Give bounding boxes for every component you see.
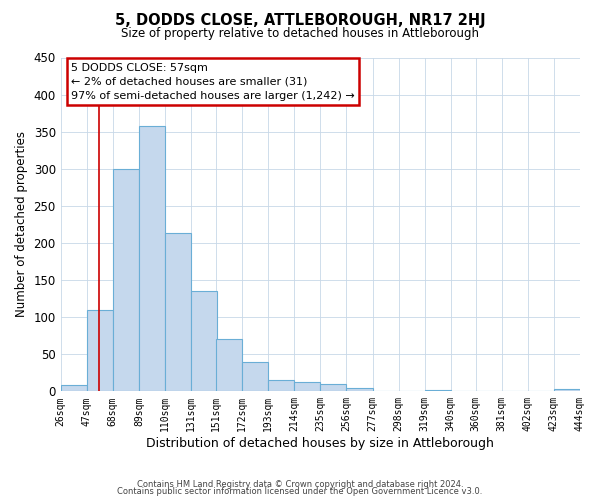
Text: Contains HM Land Registry data © Crown copyright and database right 2024.: Contains HM Land Registry data © Crown c… — [137, 480, 463, 489]
Text: 5 DODDS CLOSE: 57sqm
← 2% of detached houses are smaller (31)
97% of semi-detach: 5 DODDS CLOSE: 57sqm ← 2% of detached ho… — [71, 62, 355, 100]
Bar — [554, 389, 580, 392]
Bar — [191, 291, 217, 392]
Text: Size of property relative to detached houses in Attleborough: Size of property relative to detached ho… — [121, 28, 479, 40]
Bar — [476, 390, 502, 392]
Text: Contains public sector information licensed under the Open Government Licence v3: Contains public sector information licen… — [118, 487, 482, 496]
Bar — [242, 362, 268, 392]
Bar — [346, 388, 373, 392]
X-axis label: Distribution of detached houses by size in Attleborough: Distribution of detached houses by size … — [146, 437, 494, 450]
Bar — [165, 234, 191, 392]
Bar — [320, 384, 346, 392]
Bar — [87, 310, 113, 392]
Text: 5, DODDS CLOSE, ATTLEBOROUGH, NR17 2HJ: 5, DODDS CLOSE, ATTLEBOROUGH, NR17 2HJ — [115, 12, 485, 28]
Bar — [294, 382, 320, 392]
Bar — [61, 386, 87, 392]
Bar — [425, 390, 451, 392]
Bar — [268, 380, 294, 392]
Bar — [216, 340, 242, 392]
Y-axis label: Number of detached properties: Number of detached properties — [15, 132, 28, 318]
Bar — [139, 126, 165, 392]
Bar — [113, 169, 139, 392]
